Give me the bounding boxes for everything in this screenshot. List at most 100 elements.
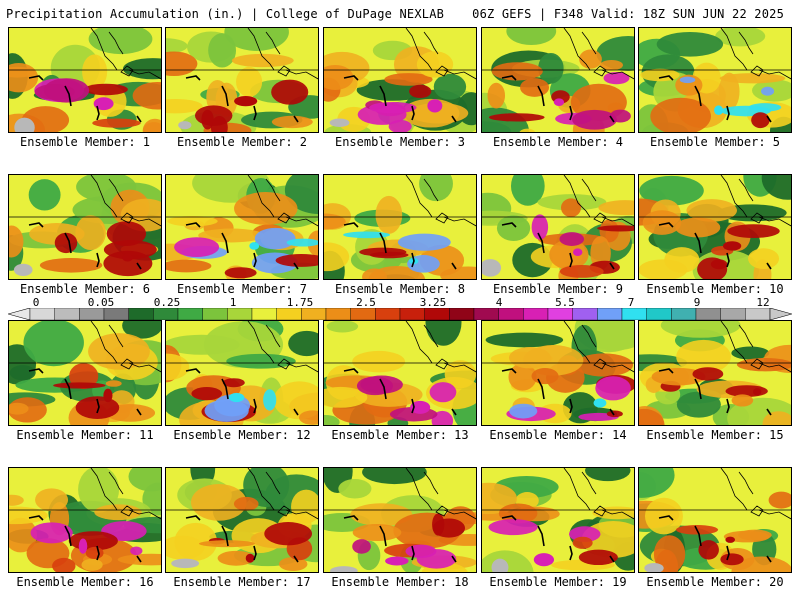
ensemble-member-label: Ensemble Member: 2 [176,135,308,149]
colorbar-swatch [547,308,573,320]
precip-field-map [639,321,791,425]
ensemble-panel-10 [638,174,792,280]
precip-field-map [9,321,161,425]
precip-field-map [639,175,791,279]
colorbar-tick-label: 7 [627,296,635,309]
ensemble-panel-13 [323,320,477,426]
colorbar-swatch [523,308,549,320]
colorbar-swatch [251,308,277,320]
ensemble-member-label: Ensemble Member: 19 [489,575,627,589]
colorbar-swatch [745,308,771,320]
ensemble-panel-15 [638,320,792,426]
precip-field-map [9,175,161,279]
colorbar-swatch [103,308,129,320]
ensemble-panel-5 [638,27,792,133]
precip-field-map [166,468,318,572]
colorbar-swatch [449,308,475,320]
precip-field-map [639,28,791,132]
colorbar-tick-label: 0.05 [87,296,115,309]
colorbar-swatch [572,308,598,320]
colorbar-swatch [301,308,327,320]
colorbar-swatch [720,308,746,320]
ensemble-panel-18 [323,467,477,573]
precip-field-map [324,321,476,425]
colorbar-swatch [424,308,450,320]
ensemble-panel-1 [8,27,162,133]
colorbar-tick-label: 5.5 [555,296,575,309]
colorbar-tick-label: 1 [229,296,237,309]
ensemble-panel-7 [165,174,319,280]
ensemble-member-label: Ensemble Member: 15 [646,428,784,442]
colorbar-swatch [597,308,623,320]
ensemble-panel-2 [165,27,319,133]
precip-field-map [639,468,791,572]
ensemble-member-label: Ensemble Member: 1 [19,135,151,149]
ensemble-panel-6 [8,174,162,280]
colorbar-tick-label: 0.25 [153,296,181,309]
precip-colorbar [8,308,792,320]
colorbar-swatch [621,308,647,320]
ensemble-panel-19 [481,467,635,573]
colorbar-swatch [153,308,179,320]
map-title: Precipitation Accumulation (in.) | Colle… [6,7,445,21]
ensemble-member-label: Ensemble Member: 10 [646,282,784,296]
ensemble-member-label: Ensemble Member: 7 [176,282,308,296]
colorbar-tick-label: 9 [693,296,701,309]
colorbar-swatch [128,308,154,320]
ensemble-member-label: Ensemble Member: 3 [334,135,466,149]
ensemble-member-label: Ensemble Member: 5 [649,135,781,149]
colorbar-swatch [54,308,80,320]
ensemble-member-label: Ensemble Member: 13 [331,428,469,442]
colorbar-swatch [227,308,253,320]
precip-field-map [324,468,476,572]
colorbar-swatch [375,308,401,320]
ensemble-panel-14 [481,320,635,426]
colorbar-swatch [276,308,302,320]
precip-field-map [166,175,318,279]
run-valid-time: 06Z GEFS | F348 Valid: 18Z SUN JUN 22 20… [472,7,784,21]
precip-field-map [9,468,161,572]
ensemble-panel-16 [8,467,162,573]
colorbar-swatch [646,308,672,320]
ensemble-panel-4 [481,27,635,133]
precip-field-map [166,28,318,132]
colorbar-tick-label: 2.5 [356,296,376,309]
ensemble-panel-20 [638,467,792,573]
precip-field-map [482,175,634,279]
colorbar-swatch [350,308,376,320]
colorbar-tick-label: 1.75 [286,296,314,309]
ensemble-panel-9 [481,174,635,280]
ensemble-member-label: Ensemble Member: 18 [331,575,469,589]
colorbar-tick-label: 12 [756,296,770,309]
ensemble-panel-17 [165,467,319,573]
precip-field-map [482,468,634,572]
colorbar-swatch [177,308,203,320]
ensemble-member-label: Ensemble Member: 9 [492,282,624,296]
colorbar-swatch [399,308,425,320]
ensemble-member-label: Ensemble Member: 17 [173,575,311,589]
colorbar-swatch [202,308,228,320]
colorbar-swatch [695,308,721,320]
precip-field-map [482,28,634,132]
colorbar-swatch [29,308,55,320]
precip-field-map [166,321,318,425]
ensemble-member-label: Ensemble Member: 6 [19,282,151,296]
ensemble-member-label: Ensemble Member: 16 [16,575,154,589]
ensemble-member-label: Ensemble Member: 12 [173,428,311,442]
precip-field-map [482,321,634,425]
precip-field-map [324,175,476,279]
precip-field-map [9,28,161,132]
ensemble-member-label: Ensemble Member: 20 [646,575,784,589]
colorbar-swatch [498,308,524,320]
ensemble-panel-8 [323,174,477,280]
colorbar-swatch [79,308,105,320]
ensemble-panel-3 [323,27,477,133]
colorbar-swatch [325,308,351,320]
ensemble-panel-12 [165,320,319,426]
colorbar-tick-label: 4 [495,296,503,309]
colorbar-swatch [671,308,697,320]
colorbar-tick-label: 0 [32,296,40,309]
ensemble-member-label: Ensemble Member: 8 [334,282,466,296]
colorbar-tick-label: 3.25 [419,296,447,309]
ensemble-member-label: Ensemble Member: 11 [16,428,154,442]
